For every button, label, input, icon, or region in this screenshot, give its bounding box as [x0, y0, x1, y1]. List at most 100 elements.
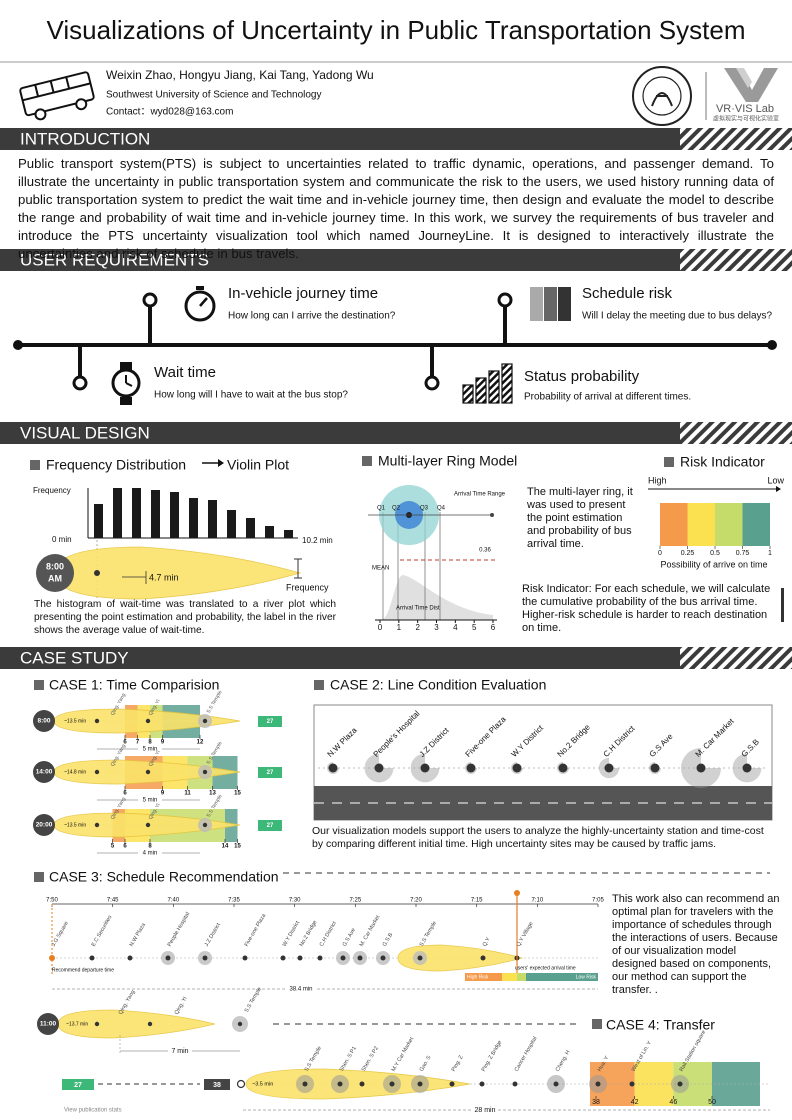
station-dot: [629, 1081, 635, 1087]
station-dot: [696, 763, 706, 773]
station-dot: [650, 763, 660, 773]
seal-emblem: [651, 92, 673, 107]
x-tick-label: 42: [631, 1099, 639, 1106]
bus-window: [49, 80, 55, 93]
span-label-bg: [138, 745, 162, 753]
vr-logo: [724, 68, 778, 102]
section-bar: [0, 128, 792, 150]
time-label: 8:00: [37, 718, 50, 725]
station-dot: [357, 955, 363, 961]
count-label: 27: [74, 1082, 82, 1089]
subsection-title: CASE 1: Time Comparision: [49, 677, 219, 693]
time-label: 7:40: [167, 898, 179, 904]
risk-band: [526, 973, 598, 981]
poster-title: Visualizations of Uncertainty in Public …: [47, 15, 746, 45]
risk-band: [465, 973, 502, 981]
journey-label: ~13.7 min: [66, 1021, 88, 1027]
x-tick-label: 14: [222, 844, 229, 850]
span-label: 5 min: [143, 798, 158, 804]
station-dot: [512, 763, 522, 773]
subsection-title: Violin Plot: [227, 457, 289, 473]
scroll-marker: [781, 588, 784, 622]
x-tick-label: 1: [397, 623, 402, 632]
x-tick-label: 4: [453, 623, 458, 632]
time-label: 7:10: [531, 898, 543, 904]
x-tick-label: 9: [161, 791, 165, 797]
section-hatch: [680, 249, 792, 271]
station-label: J.G Square: [51, 921, 70, 948]
x-tick-label: 5: [111, 844, 115, 850]
station-label: Ping. Z: [451, 1054, 465, 1073]
bus-window: [65, 76, 71, 89]
station-dot: [480, 955, 486, 961]
requirement-desc: Will I delay the meeting due to bus dela…: [582, 311, 773, 322]
expected-dot: [514, 890, 520, 896]
histogram-bar: [265, 526, 274, 538]
histogram-bar: [151, 490, 160, 538]
x-tick-label: 46: [669, 1099, 677, 1106]
subsection-title: CASE 4: Transfer: [606, 1017, 715, 1033]
title-marker: [362, 456, 372, 466]
lab-name: VR·VIS Lab: [716, 103, 774, 115]
title-marker: [34, 680, 44, 690]
probability-icon: [488, 370, 500, 404]
station-dot: [237, 1021, 243, 1027]
time-label: AM: [48, 573, 62, 583]
watch-strap: [120, 362, 132, 370]
station-label: M. Car Market: [359, 914, 382, 948]
quartile-label: Q1: [377, 506, 386, 512]
station-label: S.S Temple: [244, 986, 263, 1013]
mean-label: MEAN: [372, 566, 389, 572]
x-tick-label: 7: [136, 740, 140, 746]
histogram-bar: [208, 500, 217, 538]
station-label: Shen. S P2: [361, 1046, 380, 1073]
station-dot: [89, 955, 95, 961]
station-label: N.W Plaza: [129, 921, 148, 947]
station-dot: [94, 822, 100, 828]
wait-violin: [54, 546, 302, 600]
x-tick-label: 0.75: [736, 550, 750, 557]
x-tick-label: 6: [491, 623, 496, 632]
x-tick-label: 11: [184, 791, 191, 797]
station-dot: [202, 769, 208, 775]
x-tick-label: 8: [148, 844, 152, 850]
subsection-title: Multi-layer Ring Model: [378, 453, 517, 469]
timeline-node: [497, 292, 513, 308]
requirement-title: In-vehicle journey time: [228, 285, 378, 302]
section-heading: INTRODUCTION: [20, 129, 150, 148]
station-dot: [479, 1081, 485, 1087]
risk-text: Risk Indicator: For each schedule, we wi…: [522, 583, 771, 634]
transfer-node: [236, 1079, 246, 1089]
risk-low: Low: [767, 475, 784, 485]
count-box: [258, 820, 282, 831]
requirement-desc: How long can I arrive the destination?: [228, 311, 396, 322]
station-label: No.2 Bridge: [299, 920, 319, 948]
span-label-bg: [138, 849, 162, 857]
requirement-desc: How long will I have to wait at the bus …: [154, 390, 348, 401]
histogram-bar: [227, 510, 236, 538]
count-box: [204, 1079, 230, 1090]
timeline-node: [142, 292, 158, 308]
station-dot: [558, 763, 568, 773]
time-badge: [33, 761, 55, 783]
station-dot: [742, 763, 752, 773]
threshold-label: 0.36: [479, 548, 491, 554]
station-dot: [280, 955, 286, 961]
station-dot: [449, 1081, 455, 1087]
x-tick-label: 9: [161, 740, 165, 746]
x-tick-label: 50: [708, 1099, 716, 1106]
station-dot: [94, 718, 100, 724]
requirement-title: Schedule risk: [582, 285, 673, 302]
section-hatch: [680, 422, 792, 444]
journey-violin: [397, 944, 524, 972]
schedule-risk-icon: [558, 287, 571, 321]
title-marker: [314, 680, 324, 690]
watch-hand: [125, 382, 133, 387]
subsection-title: CASE 3: Schedule Recommendation: [49, 869, 279, 885]
x-tick-label: 6: [123, 844, 127, 850]
station-label: G.S.B: [382, 932, 395, 948]
span-label-bg: [168, 1047, 192, 1055]
station-dot: [420, 763, 430, 773]
histogram-bar: [113, 488, 122, 538]
